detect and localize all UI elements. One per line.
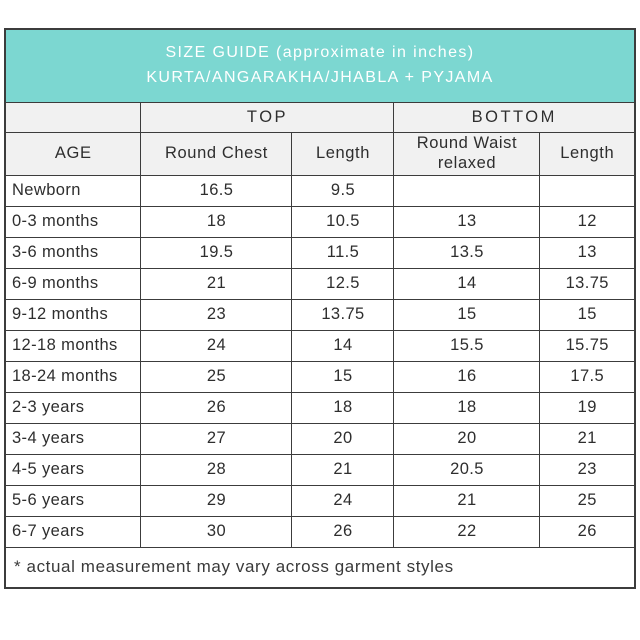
round-waist-cell: 20: [393, 422, 541, 455]
table-row-2-3-years: 2-3 years 26 18 18 19: [4, 391, 636, 424]
top-length-cell: 9.5: [291, 174, 395, 207]
age-cell: 6-7 years: [4, 515, 142, 548]
top-length-cell: 26: [291, 515, 395, 548]
round-waist-cell: 15: [393, 298, 541, 331]
round-waist-cell: 20.5: [393, 453, 541, 486]
round-waist-cell: 15.5: [393, 329, 541, 362]
footnote-row: * actual measurement may vary across gar…: [4, 546, 636, 589]
title-row: SIZE GUIDE (approximate in inches) KURTA…: [4, 28, 636, 103]
table-row-4-5-years: 4-5 years 28 21 20.5 23: [4, 453, 636, 486]
bottom-length-cell: 19: [539, 391, 636, 424]
bottom-length-cell: 23: [539, 453, 636, 486]
size-guide-title: SIZE GUIDE (approximate in inches) KURTA…: [4, 28, 636, 103]
bottom-length-cell: 26: [539, 515, 636, 548]
round-chest-cell: 27: [140, 422, 293, 455]
top-length-cell: 15: [291, 360, 395, 393]
bottom-length-cell: [539, 174, 636, 207]
top-length-cell: 20: [291, 422, 395, 455]
bottom-length-cell: 12: [539, 205, 636, 238]
column-group-row: TOP BOTTOM: [4, 101, 636, 133]
group-header-top: TOP: [140, 101, 395, 133]
top-length-cell: 13.75: [291, 298, 395, 331]
table-row-6-9-months: 6-9 months 21 12.5 14 13.75: [4, 267, 636, 300]
table-row-3-6-months: 3-6 months 19.5 11.5 13.5 13: [4, 236, 636, 269]
column-header-age: AGE: [4, 131, 142, 176]
round-chest-cell: 18: [140, 205, 293, 238]
top-length-cell: 24: [291, 484, 395, 517]
bottom-length-cell: 25: [539, 484, 636, 517]
round-chest-cell: 19.5: [140, 236, 293, 269]
top-length-cell: 10.5: [291, 205, 395, 238]
bottom-length-cell: 13.75: [539, 267, 636, 300]
age-cell: 3-4 years: [4, 422, 142, 455]
footnote-text: * actual measurement may vary across gar…: [4, 546, 636, 589]
round-chest-cell: 26: [140, 391, 293, 424]
title-line-1: SIZE GUIDE (approximate in inches): [165, 43, 475, 61]
table-row-18-24-months: 18-24 months 25 15 16 17.5: [4, 360, 636, 393]
title-line-2: KURTA/ANGARAKHA/JHABLA + PYJAMA: [146, 68, 494, 86]
round-chest-cell: 28: [140, 453, 293, 486]
column-header-round-chest: Round Chest: [140, 131, 293, 176]
round-waist-cell: 18: [393, 391, 541, 424]
round-waist-cell: 21: [393, 484, 541, 517]
table-row-0-3-months: 0-3 months 18 10.5 13 12: [4, 205, 636, 238]
age-cell: 2-3 years: [4, 391, 142, 424]
top-length-cell: 21: [291, 453, 395, 486]
round-waist-cell: 13.5: [393, 236, 541, 269]
column-header-top-length: Length: [291, 131, 395, 176]
round-waist-cell: 16: [393, 360, 541, 393]
top-length-cell: 18: [291, 391, 395, 424]
size-guide-table: SIZE GUIDE (approximate in inches) KURTA…: [3, 28, 637, 589]
table-row-3-4-years: 3-4 years 27 20 20 21: [4, 422, 636, 455]
column-header-row: AGE Round Chest Length Round Waist relax…: [4, 131, 636, 176]
round-waist-cell: 22: [393, 515, 541, 548]
top-length-cell: 11.5: [291, 236, 395, 269]
age-cell: 18-24 months: [4, 360, 142, 393]
round-chest-cell: 16.5: [140, 174, 293, 207]
round-chest-cell: 29: [140, 484, 293, 517]
round-chest-cell: 25: [140, 360, 293, 393]
bottom-length-cell: 21: [539, 422, 636, 455]
table-row-5-6-years: 5-6 years 29 24 21 25: [4, 484, 636, 517]
age-cell: 3-6 months: [4, 236, 142, 269]
age-cell: 5-6 years: [4, 484, 142, 517]
bottom-length-cell: 15.75: [539, 329, 636, 362]
bottom-length-cell: 15: [539, 298, 636, 331]
round-chest-cell: 30: [140, 515, 293, 548]
table-row-12-18-months: 12-18 months 24 14 15.5 15.75: [4, 329, 636, 362]
top-length-cell: 14: [291, 329, 395, 362]
age-cell: 9-12 months: [4, 298, 142, 331]
round-waist-cell: [393, 174, 541, 207]
top-length-cell: 12.5: [291, 267, 395, 300]
bottom-length-cell: 13: [539, 236, 636, 269]
round-chest-cell: 24: [140, 329, 293, 362]
round-chest-cell: 23: [140, 298, 293, 331]
bottom-length-cell: 17.5: [539, 360, 636, 393]
group-header-empty: [4, 101, 142, 133]
age-cell: 12-18 months: [4, 329, 142, 362]
table-row-9-12-months: 9-12 months 23 13.75 15 15: [4, 298, 636, 331]
age-cell: Newborn: [4, 174, 142, 207]
round-chest-cell: 21: [140, 267, 293, 300]
age-cell: 6-9 months: [4, 267, 142, 300]
column-header-round-waist-relaxed: Round Waist relaxed: [393, 131, 541, 176]
round-waist-cell: 13: [393, 205, 541, 238]
round-waist-cell: 14: [393, 267, 541, 300]
column-header-bottom-length: Length: [539, 131, 636, 176]
age-cell: 0-3 months: [4, 205, 142, 238]
group-header-bottom: BOTTOM: [393, 101, 636, 133]
age-cell: 4-5 years: [4, 453, 142, 486]
table-row-6-7-years: 6-7 years 30 26 22 26: [4, 515, 636, 548]
table-row-newborn: Newborn 16.5 9.5: [4, 174, 636, 207]
